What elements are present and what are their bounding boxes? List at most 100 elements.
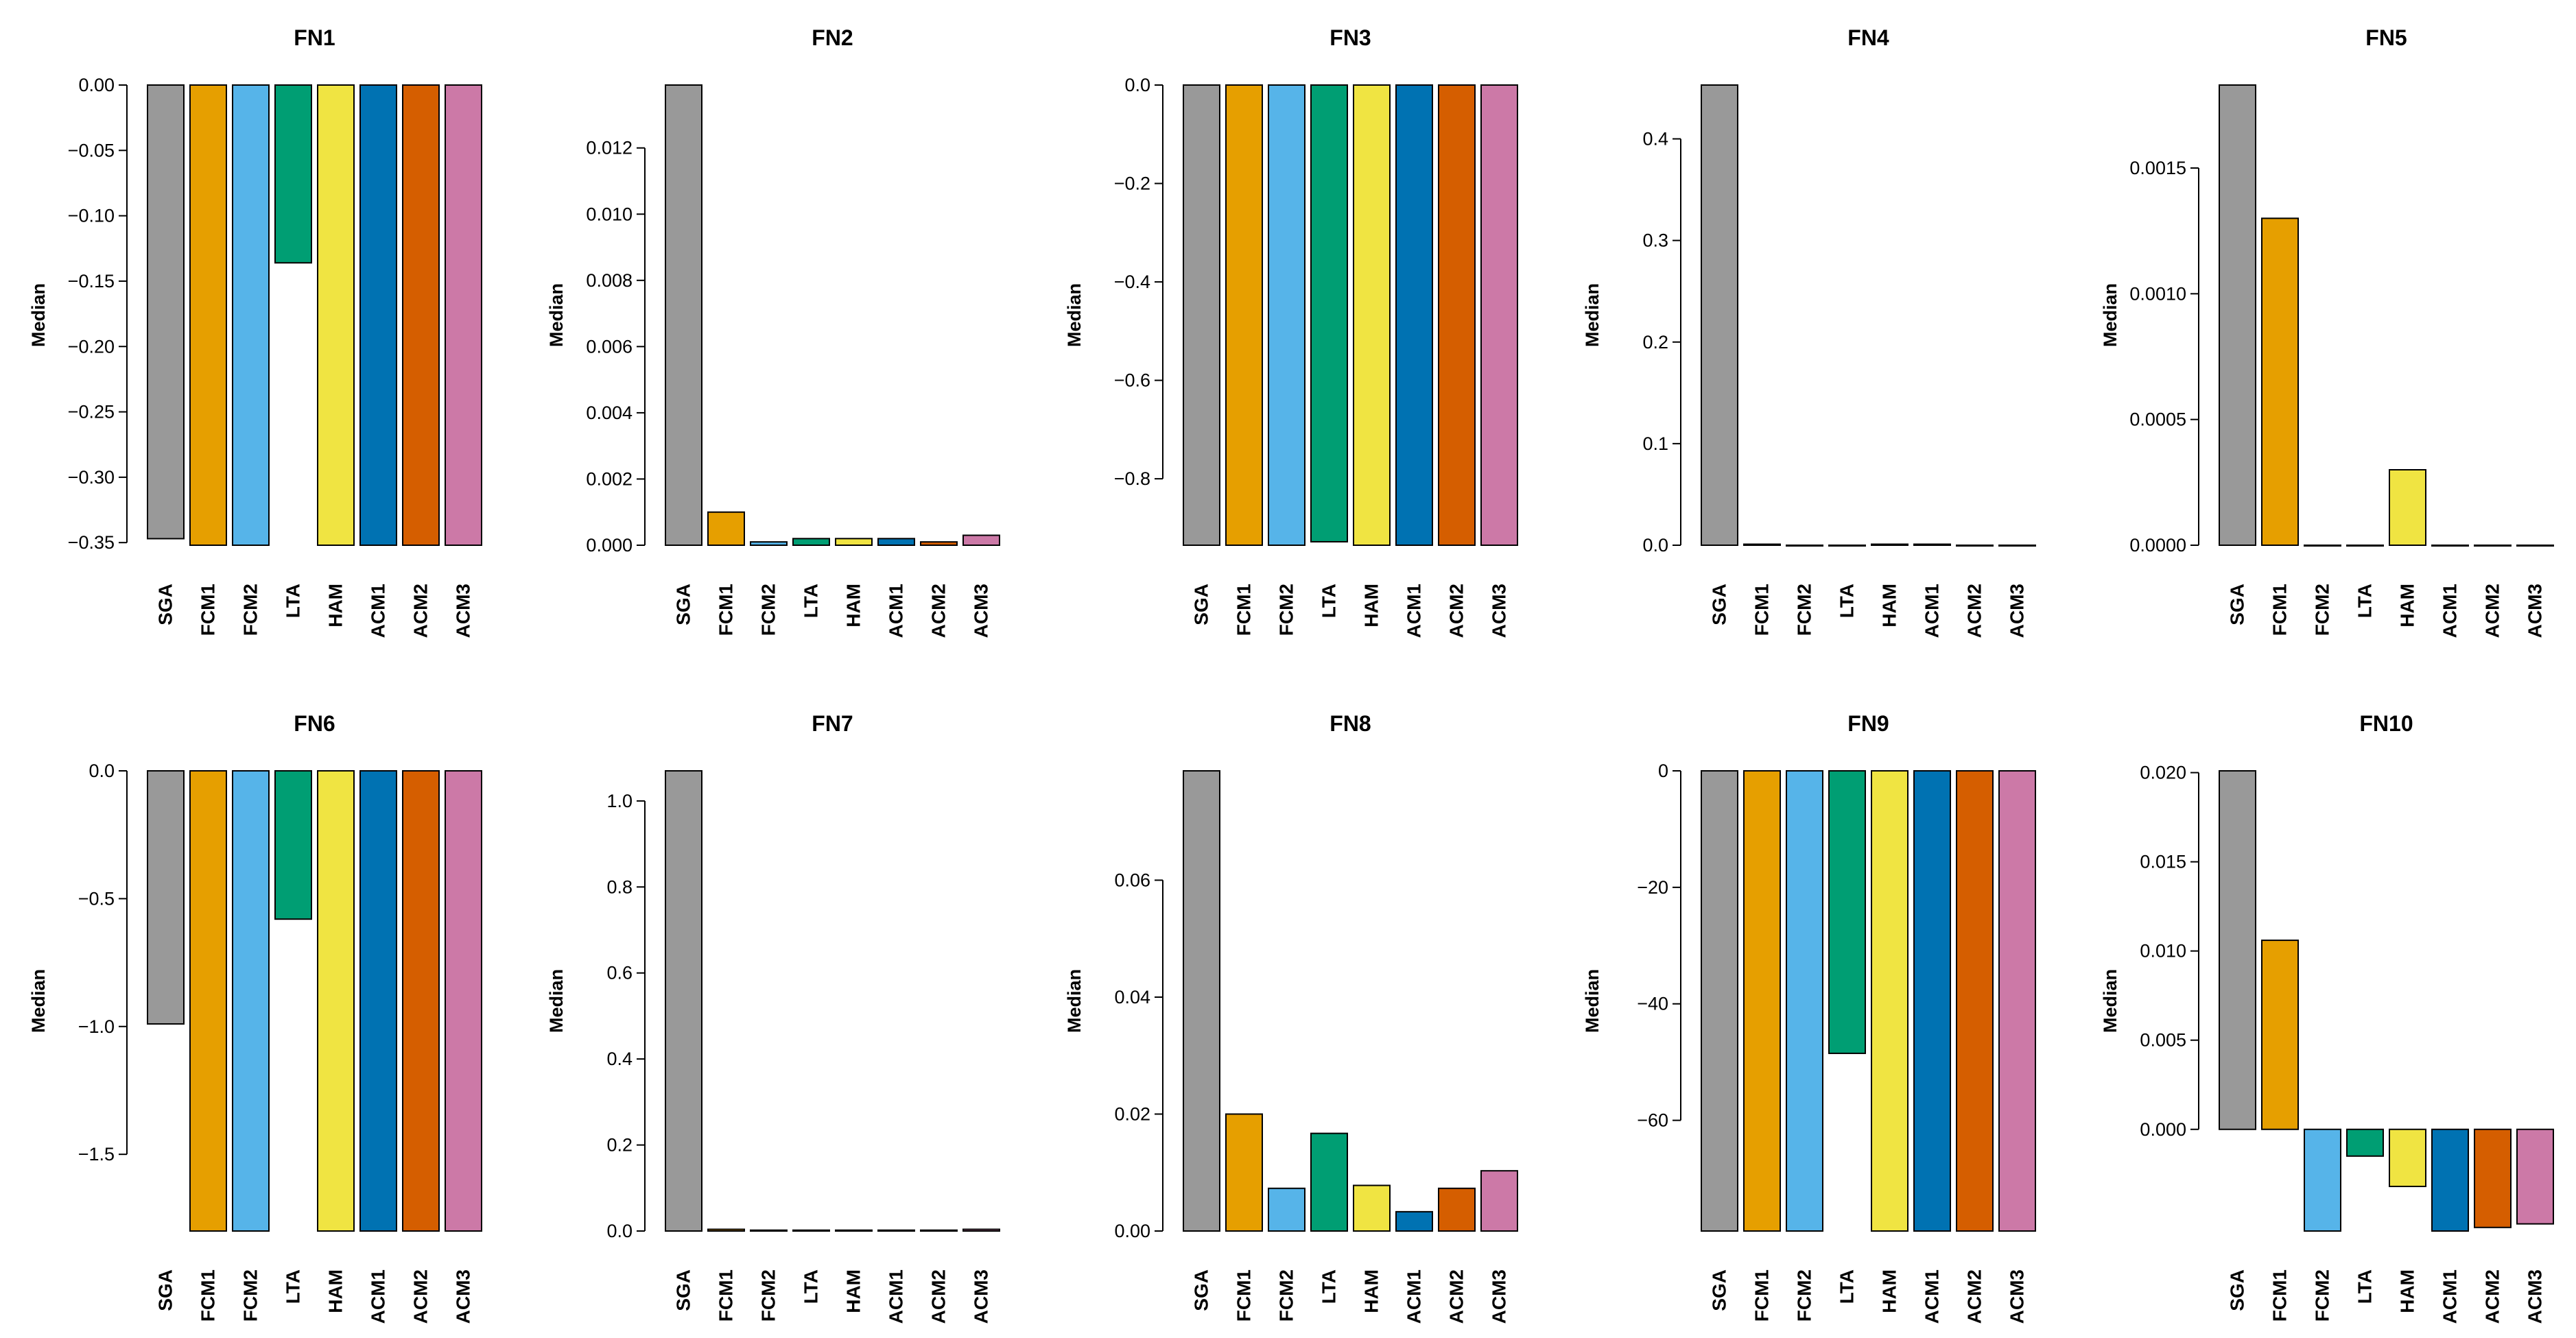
bar-acm2 [1956, 770, 1994, 1232]
category-label: ACM1 [886, 584, 907, 638]
category-label: ACM3 [1489, 1269, 1510, 1324]
y-tick-label: 0.000 [2140, 1119, 2186, 1140]
bar-lta [1828, 770, 1866, 1054]
category-label: ACM3 [2007, 1269, 2028, 1324]
category-label: LTA [1319, 584, 1340, 618]
y-tick-label: 0.8 [606, 876, 633, 897]
category-label: ACM3 [2007, 584, 2028, 638]
category-label: FCM1 [198, 584, 219, 636]
category-label: SGA [1191, 1269, 1212, 1311]
bar-fcm2 [1786, 770, 1823, 1232]
bar-acm1 [877, 538, 915, 547]
bar-fcm2 [750, 541, 788, 547]
y-axis-label: Median [1582, 969, 1603, 1033]
y-tick-label: −0.10 [68, 206, 115, 226]
bar-acm2 [402, 770, 440, 1232]
bar-acm2 [920, 1229, 958, 1232]
bar-fcm2 [232, 84, 270, 546]
category-label: SGA [2227, 1269, 2248, 1311]
bar-acm3 [962, 1228, 1000, 1232]
bar-fcm2 [1268, 1187, 1305, 1232]
y-tick-label: −0.8 [1114, 468, 1150, 489]
category-label: LTA [283, 1269, 304, 1304]
chart-title: FN10 [2359, 711, 2413, 736]
y-axis-label: Median [2100, 283, 2120, 347]
bar-acm3 [445, 84, 482, 546]
category-label: HAM [1361, 584, 1382, 628]
category-label: HAM [325, 584, 346, 628]
bar-acm3 [2516, 1128, 2554, 1225]
category-label: SGA [673, 584, 694, 625]
bar-fcm2 [1268, 84, 1305, 546]
category-label: FCM2 [1276, 584, 1297, 636]
chart-panel-fn1: FN1 Median 0.00 −0.05 −0.10 −0.15 −0.20 −0.25 −0… [28, 25, 482, 638]
y-tick-label: 0.012 [586, 138, 633, 158]
y-tick-label: 0.0010 [2129, 283, 2186, 304]
bar-ham [835, 1229, 873, 1232]
bar-fcm1 [707, 1228, 745, 1232]
chart-panel-fn10: FN10 Median 0.000 0.005 0.010 0.015 0.020 SGA FC… [2100, 711, 2554, 1324]
y-tick-label: 0.4 [606, 1049, 633, 1069]
category-label: SGA [155, 584, 176, 625]
bar-fcm1 [1225, 1113, 1263, 1232]
bar-acm1 [1395, 84, 1433, 546]
bar-ham [1353, 1184, 1391, 1232]
y-tick-label: −60 [1637, 1110, 1668, 1131]
bar-lta [274, 84, 312, 264]
chart-title: FN6 [294, 711, 335, 736]
bar-sga [1183, 770, 1220, 1232]
bar-sga [665, 770, 702, 1232]
category-label: ACM2 [410, 584, 432, 638]
y-tick-label: 0.6 [606, 963, 633, 983]
chart-title: FN3 [1330, 25, 1371, 50]
category-label: ACM2 [928, 1269, 949, 1324]
y-tick-label: 0 [1658, 761, 1668, 781]
y-tick-label: −1.5 [78, 1144, 115, 1164]
bar-ham [1871, 770, 1909, 1232]
chart-title: FN4 [1847, 25, 1889, 50]
bar-ham [835, 538, 873, 547]
bar-sga [665, 84, 702, 546]
category-label: SGA [155, 1269, 176, 1311]
bar-acm1 [1395, 1210, 1433, 1232]
bar-acm3 [1998, 545, 2036, 547]
category-label: FCM2 [2312, 1269, 2333, 1322]
bar-ham [2389, 1128, 2426, 1187]
y-tick-label: 0.006 [586, 336, 633, 357]
y-tick-label: −0.2 [1114, 174, 1150, 194]
bar-ham [317, 770, 355, 1232]
category-label: FCM1 [2269, 1269, 2291, 1322]
category-label: SGA [1709, 1269, 1730, 1311]
y-tick-label: −0.6 [1114, 370, 1150, 391]
chart-panel-fn2: FN2 Median 0.000 0.002 0.004 0.006 0.008 0.010 0… [546, 25, 1000, 638]
bar-acm1 [2431, 1128, 2469, 1232]
bar-lta [2346, 545, 2384, 547]
category-label: LTA [801, 1269, 822, 1304]
y-tick-label: −0.35 [68, 532, 115, 553]
chart-title: FN2 [812, 25, 853, 50]
y-axis-label: Median [28, 283, 49, 347]
category-label: FCM1 [2269, 584, 2291, 636]
category-label: ACM1 [368, 1269, 389, 1324]
y-tick-label: −40 [1637, 994, 1668, 1014]
y-tick-label: −0.5 [78, 888, 115, 909]
chart-panel-fn4: FN4 Median 0.0 0.1 0.2 0.3 0.4 SGA FCM1 FCM2 LTA HA… [1582, 25, 2036, 638]
chart-title: FN8 [1330, 711, 1371, 736]
y-axis-label: Median [28, 969, 49, 1033]
bar-acm1 [359, 770, 397, 1232]
bar-acm2 [1438, 1187, 1476, 1232]
chart-panel-fn6: FN6 Median 0.0 −0.5 −1.0 −1.5 SGA FCM1 FCM2 LTA HA… [28, 711, 482, 1324]
y-tick-label: −0.30 [68, 467, 115, 488]
bar-fcm2 [1786, 545, 1823, 547]
category-label: ACM3 [2525, 584, 2546, 638]
bar-lta [792, 1229, 830, 1232]
bar-sga [147, 84, 185, 540]
category-label: FCM1 [198, 1269, 219, 1322]
y-tick-label: 0.0 [606, 1221, 633, 1241]
category-label: ACM3 [2525, 1269, 2546, 1324]
bar-fcm1 [189, 770, 227, 1232]
bar-fcm2 [2304, 545, 2341, 547]
y-tick-label: 0.015 [2140, 852, 2186, 872]
bar-sga [2219, 770, 2256, 1130]
bar-ham [317, 84, 355, 546]
